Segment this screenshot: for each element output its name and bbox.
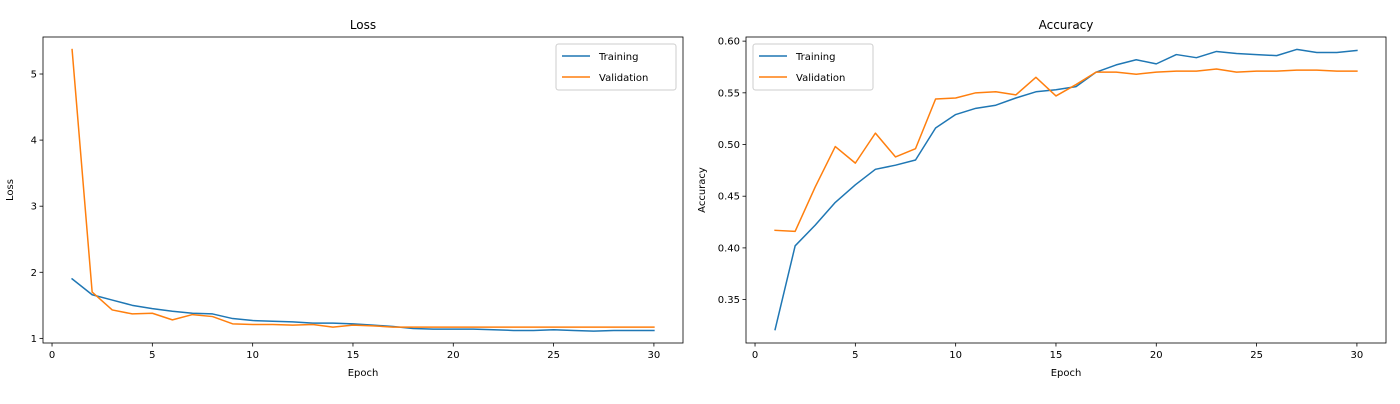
x-axis-label: Epoch (1051, 368, 1082, 379)
plot-frame (745, 36, 1387, 344)
x-tick-label: 30 (648, 350, 661, 361)
x-tick-label: 15 (1050, 350, 1063, 361)
chart-title: Accuracy (1039, 18, 1094, 32)
x-tick-label: 0 (49, 350, 55, 361)
x-tick-label: 25 (547, 350, 560, 361)
y-axis-label: Accuracy (697, 167, 708, 213)
x-tick-label: 10 (246, 350, 259, 361)
legend-label-validation: Validation (599, 73, 648, 84)
series-line-validation (774, 68, 1358, 233)
y-tick-label: 0.45 (718, 192, 740, 203)
y-tick-label: 0.50 (718, 140, 740, 151)
chart-loss: 0 5 10 15 20 25 30 1 2 3 4 5 Loss Epoch Loss Training Va… (5, 18, 684, 379)
x-tick-label: 20 (1150, 350, 1163, 361)
y-tick-label: 2 (31, 268, 37, 279)
chart-title: Loss (350, 18, 376, 32)
y-tick-label: 0.55 (718, 88, 740, 99)
x-tick-label: 20 (447, 350, 460, 361)
y-tick-label: 1 (31, 334, 37, 345)
x-tick-label: 5 (149, 350, 155, 361)
x-axis-label: Epoch (348, 368, 379, 379)
y-axis-label: Loss (5, 179, 16, 201)
legend-label-training: Training (598, 52, 638, 63)
y-tick-label: 5 (31, 70, 37, 81)
chart-accuracy: 0 5 10 15 20 25 30 0.35 0.40 0.45 0.50 0.55 0.60 Accu… (697, 18, 1387, 379)
x-tick-label: 10 (949, 350, 962, 361)
x-tick-label: 25 (1250, 350, 1263, 361)
series-line-validation (71, 48, 655, 328)
x-tick-label: 30 (1351, 350, 1364, 361)
y-tick-label: 3 (31, 202, 37, 213)
plot-frame (42, 36, 684, 344)
legend: Training Validation (752, 43, 874, 91)
legend-label-validation: Validation (796, 73, 845, 84)
y-tick-label: 0.35 (718, 295, 740, 306)
y-tick-label: 0.40 (718, 243, 740, 254)
series-line-training (774, 48, 1358, 331)
x-tick-label: 5 (852, 350, 858, 361)
legend-label-training: Training (795, 52, 835, 63)
y-tick-label: 4 (31, 136, 37, 147)
x-tick-label: 15 (347, 350, 360, 361)
series-line-training (71, 277, 655, 332)
legend: Training Validation (555, 43, 677, 91)
y-tick-label: 0.60 (718, 37, 740, 48)
x-tick-label: 0 (752, 350, 758, 361)
